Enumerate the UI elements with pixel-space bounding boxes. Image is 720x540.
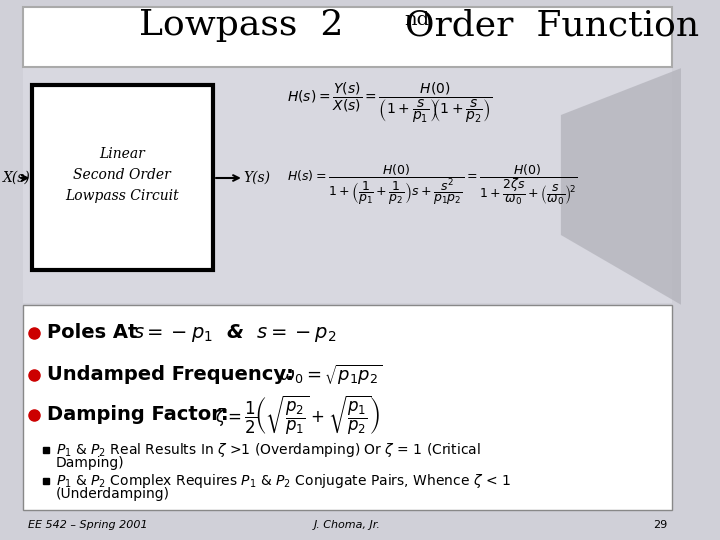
Text: J. Choma, Jr.: J. Choma, Jr. <box>314 520 381 530</box>
Text: Damping Factor:: Damping Factor: <box>48 406 229 424</box>
Text: $s = -p_1$  &  $s = -p_2$: $s = -p_1$ & $s = -p_2$ <box>133 322 337 344</box>
Bar <box>23 7 672 67</box>
Text: Poles At: Poles At <box>48 323 144 342</box>
Text: Order  Function: Order Function <box>405 8 698 42</box>
Text: Lowpass  2: Lowpass 2 <box>139 8 343 42</box>
Text: $H(s) = \dfrac{Y(s)}{X(s)} = \dfrac{H(0)}{\left(1+\dfrac{s}{p_1}\right)\!\!\left: $H(s) = \dfrac{Y(s)}{X(s)} = \dfrac{H(0)… <box>287 80 492 125</box>
Bar <box>23 68 672 303</box>
Bar <box>23 305 672 510</box>
Text: Y(s): Y(s) <box>244 171 271 185</box>
Text: Undamped Frequency:: Undamped Frequency: <box>48 366 294 384</box>
Text: $P_1$ & $P_2$ Real Results In $\zeta$ >1 (Overdamping) Or $\zeta$ = 1 (Critical: $P_1$ & $P_2$ Real Results In $\zeta$ >1… <box>55 441 480 459</box>
Text: $H(s) = \dfrac{H(0)}{1+\left(\dfrac{1}{p_1}+\dfrac{1}{p_2}\right)s+\dfrac{s^2}{p: $H(s) = \dfrac{H(0)}{1+\left(\dfrac{1}{p… <box>287 163 577 207</box>
Bar <box>32 85 213 270</box>
Text: 29: 29 <box>653 520 667 530</box>
Text: $\omega_0 = \sqrt{p_1 p_2}$: $\omega_0 = \sqrt{p_1 p_2}$ <box>279 363 382 387</box>
Text: X(s): X(s) <box>3 171 30 185</box>
Text: (Underdamping): (Underdamping) <box>55 487 169 501</box>
Text: EE 542 – Spring 2001: EE 542 – Spring 2001 <box>27 520 148 530</box>
Text: Linear
Second Order
Lowpass Circuit: Linear Second Order Lowpass Circuit <box>66 147 179 202</box>
Text: $P_1$ & $P_2$ Complex Requires $P_1$ & $P_2$ Conjugate Pairs, Whence $\zeta$ < 1: $P_1$ & $P_2$ Complex Requires $P_1$ & $… <box>55 472 510 490</box>
Text: $\zeta = \dfrac{1}{2}\!\left(\sqrt{\dfrac{p_2}{p_1}}+\sqrt{\dfrac{p_1}{p_2}}\rig: $\zeta = \dfrac{1}{2}\!\left(\sqrt{\dfra… <box>215 393 381 437</box>
Text: nd: nd <box>405 11 430 29</box>
Polygon shape <box>561 68 681 305</box>
Text: Damping): Damping) <box>55 456 124 470</box>
